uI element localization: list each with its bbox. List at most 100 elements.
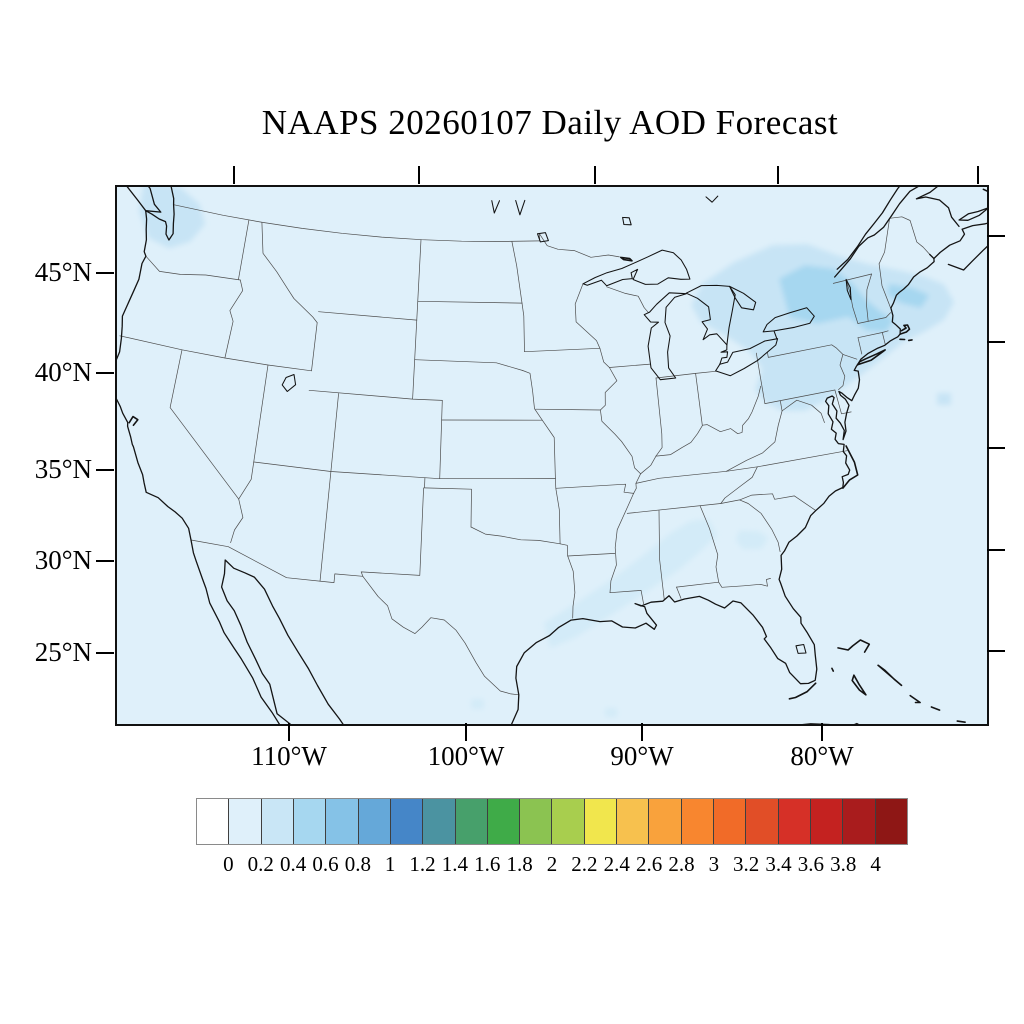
coastline	[117, 187, 344, 724]
coastline	[933, 222, 987, 271]
state-border	[238, 364, 269, 500]
coastal-details	[128, 188, 987, 724]
coastline	[834, 187, 960, 278]
state-border	[609, 590, 644, 605]
colorbar-cell	[681, 799, 714, 844]
state-border	[522, 370, 543, 421]
state-border	[360, 487, 424, 577]
colorbar-cell	[617, 799, 650, 844]
state-border	[524, 347, 601, 353]
state-border	[417, 300, 523, 304]
state-border	[725, 410, 783, 472]
colorbar-tick-label: 3	[708, 852, 720, 876]
colorbar-tick-label: 1	[384, 852, 396, 876]
colorbar-tick-label: 0.2	[247, 852, 274, 876]
colorbar-tick-label: 0.6	[312, 852, 339, 876]
state-border	[845, 280, 859, 324]
aod-patch-dot	[605, 708, 617, 717]
state-borders	[119, 204, 931, 696]
state-border	[720, 466, 758, 504]
lat-label: 40°N	[34, 357, 92, 387]
colorbar-tick-label: 2.8	[668, 852, 695, 876]
colorbar-cell	[875, 799, 907, 844]
colorbar-cell	[810, 799, 844, 844]
coastal-detail	[128, 415, 139, 427]
aod-patch	[138, 187, 205, 249]
state-border	[535, 408, 601, 411]
state-border	[190, 539, 364, 583]
colorbar-cell	[390, 799, 424, 844]
lake-outline	[773, 330, 778, 340]
colorbar-tick-label: 3.2	[733, 852, 760, 876]
state-border	[779, 399, 825, 423]
colorbar-cell	[455, 799, 488, 844]
colorbar-tick-label: 1.8	[506, 852, 533, 876]
right-lat-tick	[987, 341, 1005, 343]
state-border	[878, 263, 891, 309]
state-border	[521, 302, 525, 353]
state-border	[720, 493, 816, 511]
lake-outline	[622, 216, 632, 226]
colorbar-cell	[229, 799, 262, 844]
state-border	[539, 233, 620, 258]
state-border	[555, 483, 634, 494]
state-border	[238, 219, 250, 281]
lake-outline	[491, 200, 501, 214]
state-border	[319, 471, 332, 582]
lat-label: 30°N	[34, 545, 92, 575]
state-border	[626, 503, 722, 514]
state-border	[739, 499, 781, 553]
lake-outline	[762, 307, 815, 333]
coastlines	[117, 187, 987, 724]
coastal-detail	[856, 349, 886, 366]
coastline	[510, 253, 935, 724]
state-border	[574, 283, 641, 494]
state-border	[658, 510, 665, 601]
state-border	[834, 389, 852, 415]
lat-tick	[96, 469, 114, 471]
state-border	[755, 352, 766, 404]
lake-outline	[643, 292, 687, 381]
plot-title: NAAPS 20260107 Daily AOD Forecast	[261, 103, 839, 142]
lat-label: 25°N	[34, 637, 92, 667]
coastal-detail	[877, 664, 903, 687]
right-lat-tick	[987, 650, 1005, 652]
state-border	[414, 359, 524, 371]
aod-patches	[138, 187, 955, 717]
lake-outline	[705, 195, 719, 203]
aod-patch	[691, 244, 955, 411]
right-lat-tick	[987, 549, 1005, 551]
state-border	[635, 470, 727, 484]
colorbar-cell	[293, 799, 327, 844]
state-border	[676, 581, 720, 588]
colorbar-tick-label: 2.4	[603, 852, 630, 876]
colorbar-cell	[261, 799, 294, 844]
state-border	[655, 377, 663, 457]
state-border	[511, 241, 523, 304]
colorbar-tick-label: 2.2	[571, 852, 598, 876]
state-border	[470, 526, 561, 545]
aod-patch-dot	[937, 393, 951, 405]
lat-label: 45°N	[34, 257, 92, 287]
top-lon-tick	[594, 166, 596, 184]
top-lon-tick	[233, 166, 235, 184]
colorbar-tick-label: 3.4	[765, 852, 792, 876]
coastline	[126, 187, 162, 213]
colorbar-tick-label: 1.6	[474, 852, 501, 876]
state-border	[308, 389, 443, 401]
state-border	[606, 286, 649, 313]
lon-label: 100°W	[427, 741, 505, 771]
coastal-detail	[899, 324, 911, 335]
lat-tick	[96, 560, 114, 562]
colorbar-tick-label: 3.6	[797, 852, 825, 876]
state-border	[676, 586, 682, 599]
coastline	[836, 187, 900, 270]
state-border	[609, 363, 651, 368]
state-border	[567, 555, 576, 619]
colorbar-tick-label: 2	[546, 852, 558, 876]
colorbar-tick-label: 1.4	[441, 852, 469, 876]
state-border	[145, 255, 241, 281]
state-border	[767, 344, 844, 358]
state-border	[718, 578, 771, 588]
